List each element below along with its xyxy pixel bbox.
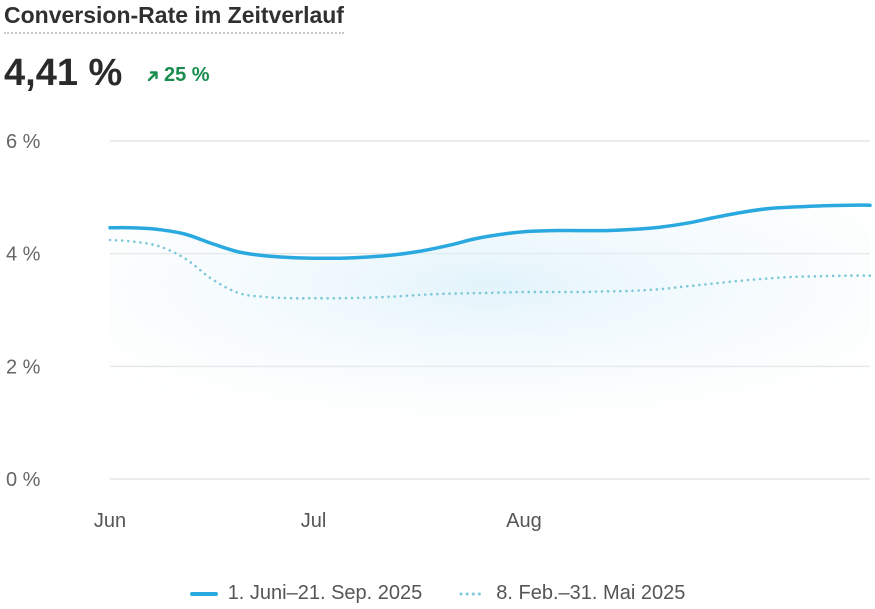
x-tick-label: Aug: [506, 510, 542, 532]
y-tick-label: 4 %: [6, 244, 41, 266]
chart-title: Conversion-Rate im Zeitverlauf: [4, 2, 344, 34]
x-tick-label: Jul: [301, 510, 327, 532]
metric-value: 4,41 %: [4, 52, 123, 94]
chart-series: [108, 203, 872, 300]
legend-item-current: 1. Juni–21. Sep. 2025: [189, 582, 423, 605]
delta-badge: 25 %: [146, 64, 210, 87]
x-tick-label: Jun: [94, 510, 126, 532]
delta-value: 25 %: [164, 64, 210, 86]
x-axis: Jun Jul Aug: [94, 510, 542, 532]
y-tick-label: 0 %: [6, 469, 41, 491]
y-tick-label: 6 %: [6, 131, 41, 153]
series-line-previous: [108, 238, 872, 300]
legend-item-previous: 8. Feb.–31. Mai 2025: [458, 582, 685, 605]
y-tick-label: 2 %: [6, 356, 41, 378]
chart-area-fill: [110, 205, 870, 434]
series-area: [110, 205, 870, 434]
arrow-up-right-icon: [146, 69, 160, 83]
legend-swatch-solid: [189, 591, 218, 596]
y-axis: 0 % 2 % 4 % 6 %: [6, 131, 41, 491]
legend-label: 8. Feb.–31. Mai 2025: [496, 582, 686, 604]
series-line-current: [108, 203, 872, 261]
legend-label: 1. Juni–21. Sep. 2025: [227, 582, 423, 604]
legend-swatch-dotted: [459, 592, 486, 595]
chart-legend: 1. Juni–21. Sep. 2025 8. Feb.–31. Mai 20…: [0, 582, 875, 605]
